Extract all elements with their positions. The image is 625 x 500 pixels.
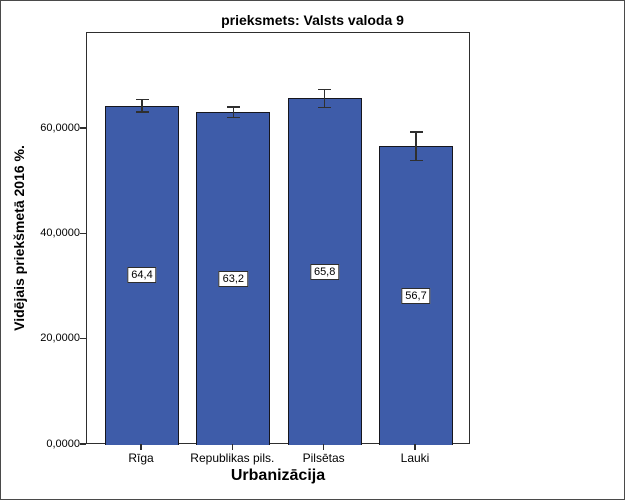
bar-value-label: 65,8: [309, 263, 340, 280]
x-tick-mark: [231, 444, 234, 450]
y-tick-mark: [80, 127, 86, 129]
x-category-label: Republikas pils.: [190, 451, 275, 465]
x-category-label: Lauki: [400, 451, 430, 465]
bar-value-label: 63,2: [218, 270, 249, 287]
error-bar-cap: [318, 106, 332, 109]
error-bar-line: [323, 89, 326, 108]
error-bar-line: [232, 106, 235, 118]
x-tick-mark: [414, 444, 416, 450]
y-tick-label: 0,0000: [46, 437, 80, 450]
y-tick-label: 60,0000: [40, 121, 80, 134]
plot-area: 64,4 63,2 65,8 56,7: [86, 32, 470, 445]
y-tick-mark: [80, 337, 86, 340]
error-bar-cap: [226, 116, 240, 119]
x-tick-mark: [140, 444, 142, 450]
chart-title: prieksmets: Valsts valoda 9: [221, 12, 404, 28]
y-tick-label: 20,0000: [40, 332, 80, 345]
error-bar-line: [141, 99, 143, 113]
bar-value-label: 56,7: [401, 287, 431, 304]
x-tick-mark: [322, 444, 325, 450]
error-bar-cap: [409, 131, 423, 133]
y-tick-mark: [80, 443, 86, 445]
error-bar-cap: [135, 111, 149, 113]
error-bar-cap: [318, 88, 332, 91]
x-axis-title: Urbanizācija: [230, 467, 326, 484]
x-category-label: Pilsētas: [302, 451, 345, 465]
error-bar-cap: [135, 98, 149, 101]
bar-value-label: 64,4: [127, 267, 157, 284]
error-bar-cap: [409, 159, 423, 162]
error-bar-cap: [226, 106, 240, 108]
y-tick-label: 40,0000: [40, 226, 80, 239]
error-bar-line: [415, 132, 417, 161]
x-category-label: Rīga: [128, 451, 154, 465]
y-tick-mark: [80, 232, 86, 235]
